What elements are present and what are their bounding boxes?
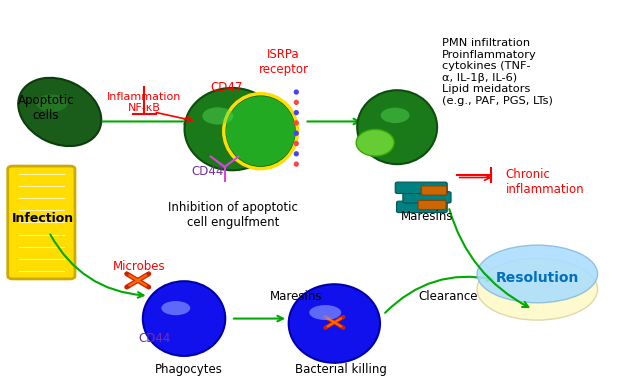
Ellipse shape bbox=[36, 94, 68, 112]
Ellipse shape bbox=[294, 151, 299, 156]
Ellipse shape bbox=[143, 281, 225, 356]
Text: CD44: CD44 bbox=[139, 332, 171, 345]
Ellipse shape bbox=[18, 78, 101, 146]
Text: Clearance: Clearance bbox=[419, 290, 478, 303]
Ellipse shape bbox=[294, 131, 299, 136]
Text: CD44: CD44 bbox=[191, 164, 224, 177]
FancyBboxPatch shape bbox=[418, 200, 446, 210]
Text: Resolution: Resolution bbox=[496, 271, 579, 285]
Ellipse shape bbox=[309, 305, 341, 320]
Text: Infection: Infection bbox=[11, 212, 74, 225]
Text: Phagocytes: Phagocytes bbox=[155, 363, 222, 376]
Text: ISRPa
receptor: ISRPa receptor bbox=[259, 48, 308, 76]
Ellipse shape bbox=[203, 107, 233, 124]
Ellipse shape bbox=[294, 89, 299, 95]
FancyBboxPatch shape bbox=[396, 201, 447, 213]
Text: CD47: CD47 bbox=[210, 81, 243, 94]
Ellipse shape bbox=[161, 301, 190, 315]
Ellipse shape bbox=[357, 90, 437, 164]
Ellipse shape bbox=[185, 88, 280, 170]
Ellipse shape bbox=[381, 108, 410, 123]
Ellipse shape bbox=[477, 258, 598, 320]
Ellipse shape bbox=[294, 141, 299, 146]
Text: Maresins: Maresins bbox=[270, 290, 322, 303]
Ellipse shape bbox=[225, 95, 296, 167]
Text: Inflammation
NF-κB: Inflammation NF-κB bbox=[107, 92, 182, 113]
Ellipse shape bbox=[356, 129, 394, 156]
FancyBboxPatch shape bbox=[421, 186, 447, 195]
Text: Apoptotic
cells: Apoptotic cells bbox=[18, 94, 74, 122]
FancyBboxPatch shape bbox=[8, 166, 75, 279]
Ellipse shape bbox=[294, 161, 299, 167]
FancyBboxPatch shape bbox=[395, 182, 447, 194]
Text: PMN infiltration
Proinflammatory
cytokines (TNF-
α, IL-1β, IL-6)
Lipid meidators: PMN infiltration Proinflammatory cytokin… bbox=[442, 38, 553, 106]
Ellipse shape bbox=[294, 120, 299, 126]
Text: Bacterial killing: Bacterial killing bbox=[295, 363, 387, 376]
Text: Maresins: Maresins bbox=[401, 210, 454, 223]
Text: Chronic
inflammation: Chronic inflammation bbox=[506, 169, 584, 197]
Ellipse shape bbox=[294, 110, 299, 115]
Text: Microbes: Microbes bbox=[113, 260, 166, 273]
Text: Inhibition of apoptotic
cell engulfment: Inhibition of apoptotic cell engulfment bbox=[168, 201, 298, 229]
Ellipse shape bbox=[289, 284, 380, 363]
FancyBboxPatch shape bbox=[403, 192, 451, 203]
Ellipse shape bbox=[294, 100, 299, 105]
Ellipse shape bbox=[477, 245, 598, 303]
